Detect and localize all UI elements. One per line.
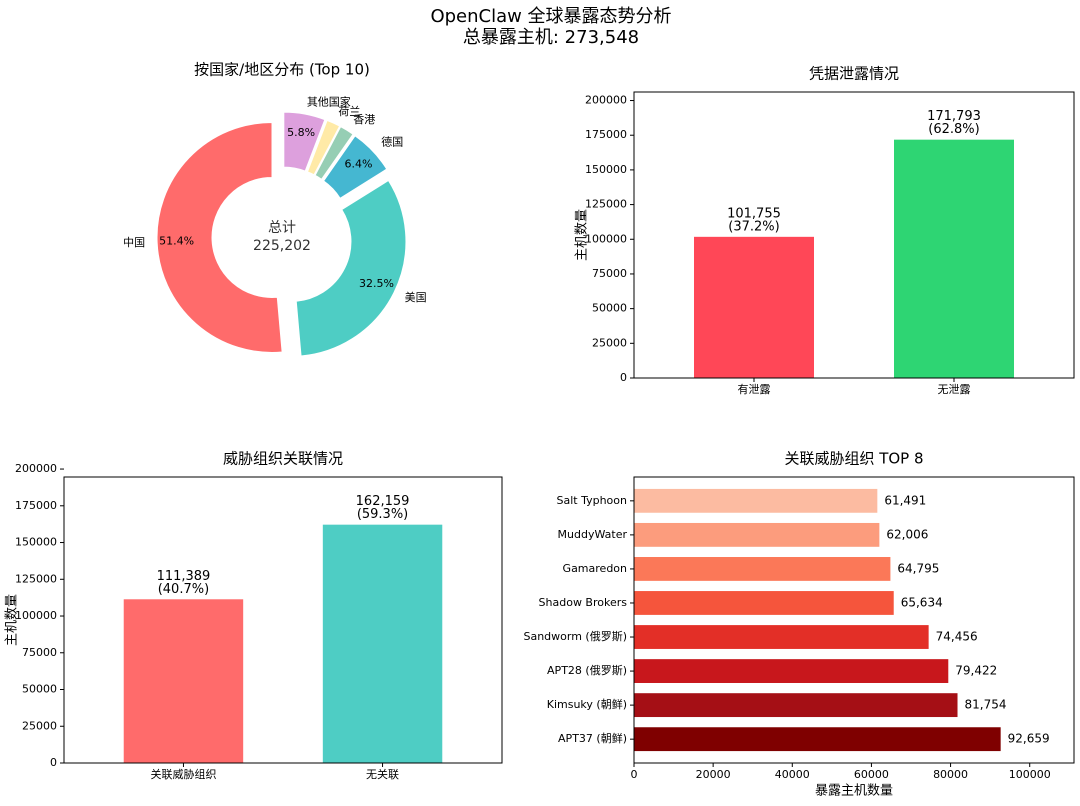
pie-label: 荷兰	[338, 105, 360, 118]
value-label: 92,659	[1008, 732, 1050, 746]
y-tick-label: 125000	[15, 572, 57, 585]
y-tick-label: 0	[50, 756, 57, 769]
pie-value-label: 51.4%	[159, 235, 194, 248]
x-tick-label: 40000	[775, 768, 810, 781]
value-label: 171,793 (62.8%)	[927, 109, 981, 137]
value-label: 162,159 (59.3%)	[356, 494, 410, 522]
y-tick-label: 50000	[22, 683, 57, 696]
value-label: 101,755 (37.2%)	[727, 206, 781, 234]
bar	[634, 727, 1001, 752]
pie-label: 其他国家	[307, 94, 351, 108]
center-label: 总计	[268, 220, 296, 236]
y-tick-label: 125000	[585, 198, 627, 211]
bar	[634, 659, 949, 683]
y-tick-label: APT37 (朝鲜)	[558, 731, 627, 745]
bar	[634, 625, 929, 649]
chart-title: 关联威胁组织 TOP 8	[784, 450, 923, 468]
y-tick-label: MuddyWater	[558, 528, 628, 541]
x-tick-label: 关联威胁组织	[150, 767, 216, 781]
pie-value-label: 32.5%	[359, 277, 394, 290]
pie-wedge	[306, 119, 341, 176]
y-tick-label: 75000	[592, 267, 627, 280]
pie-label: 香港	[353, 113, 375, 126]
axes-frame	[633, 91, 1075, 379]
x-tick-label: 80000	[933, 768, 968, 781]
axes-frame	[63, 476, 503, 764]
y-tick-label: 75000	[22, 646, 57, 659]
value-label: 65,634	[901, 595, 943, 609]
value-label: 64,795	[897, 561, 939, 575]
y-axis-label: 主机数量	[5, 594, 20, 646]
pie-wedge	[156, 121, 283, 353]
pie-label: 德国	[381, 135, 403, 149]
y-tick-label: Gamaredon	[563, 562, 627, 575]
center-value: 225,202	[253, 238, 311, 254]
y-tick-label: Sandworm (俄罗斯)	[523, 630, 627, 643]
y-tick-label: Shadow Brokers	[539, 596, 628, 609]
y-tick-label: 0	[620, 371, 627, 384]
bar	[694, 236, 814, 378]
value-label: 111,389 (40.7%)	[157, 568, 211, 596]
y-tick-label: Salt Typhoon	[557, 494, 628, 507]
y-tick-label: 200000	[585, 94, 627, 107]
axes-frame	[633, 476, 1075, 764]
pie-value-label: 6.4%	[344, 157, 372, 170]
y-tick-label: 175000	[15, 499, 57, 512]
x-tick-label: 无泄露	[938, 383, 971, 396]
y-axis-label: 主机数量	[575, 209, 590, 261]
chart-title: 按国家/地区分布 (Top 10)	[194, 61, 370, 79]
figure-subtitle: 总暴露主机: 273,548	[463, 27, 639, 48]
value-label: 62,006	[886, 527, 928, 541]
y-tick-label: 100000	[15, 609, 57, 622]
value-label: 79,422	[955, 664, 997, 678]
bar	[123, 599, 244, 763]
value-label: 81,754	[965, 698, 1007, 712]
x-tick-label: 20000	[696, 768, 731, 781]
x-tick-label: 0	[631, 768, 638, 781]
bar	[634, 557, 891, 581]
bar	[634, 522, 880, 547]
bar	[634, 591, 894, 615]
y-tick-label: 150000	[585, 163, 627, 176]
y-tick-label: 25000	[22, 719, 57, 732]
y-tick-label: 200000	[15, 462, 57, 475]
x-tick-label: 100000	[1009, 768, 1051, 781]
bar	[634, 693, 958, 718]
y-tick-label: 25000	[592, 336, 627, 349]
value-label: 74,456	[936, 630, 978, 644]
y-tick-label: 175000	[585, 128, 627, 141]
pie-value-label: 5.8%	[287, 126, 315, 139]
value-label: 61,491	[884, 493, 926, 507]
y-tick-label: 150000	[15, 536, 57, 549]
y-tick-label: APT28 (俄罗斯)	[547, 664, 627, 677]
pie-label: 美国	[405, 291, 427, 304]
x-tick-label: 无关联	[366, 767, 399, 781]
bar	[634, 488, 878, 513]
figure-title: OpenClaw 全球暴露态势分析	[430, 6, 671, 27]
pie-label: 中国	[123, 236, 145, 249]
pie-wedge	[295, 179, 407, 357]
y-tick-label: 100000	[585, 232, 627, 245]
x-tick-label: 60000	[854, 768, 889, 781]
pie-wedge	[283, 111, 326, 172]
y-tick-label: Kimsuky (朝鲜)	[547, 697, 627, 711]
chart-title: 凭据泄露情况	[809, 65, 899, 83]
bar	[322, 524, 443, 763]
pie-wedge	[314, 125, 354, 180]
x-tick-label: 有泄露	[738, 382, 771, 396]
x-axis-label: 暴露主机数量	[815, 784, 893, 799]
pie-wedge	[322, 135, 388, 199]
chart-title: 威胁组织关联情况	[223, 450, 343, 468]
bar	[894, 139, 1014, 378]
y-tick-label: 50000	[592, 302, 627, 315]
